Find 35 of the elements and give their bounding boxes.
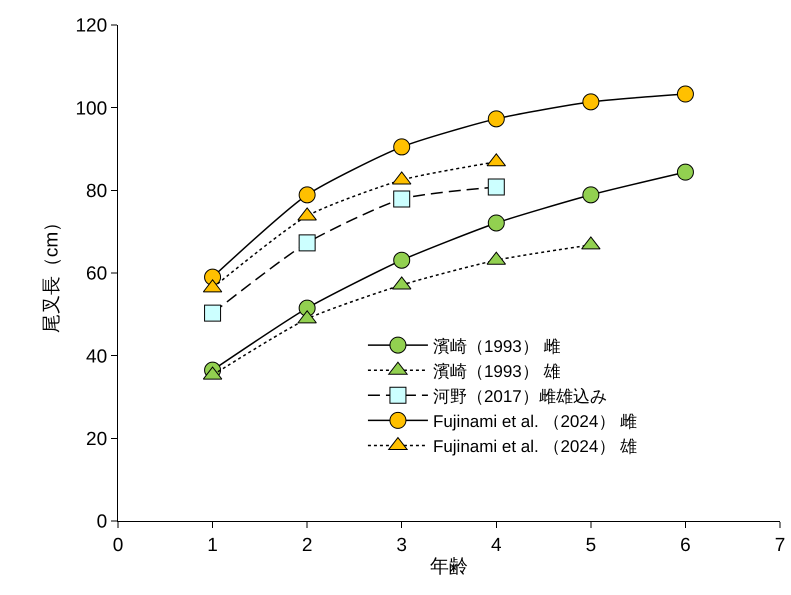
y-tick-label: 80 [86, 180, 108, 202]
legend-label: 濱崎（1993） 雄 [432, 362, 560, 381]
legend-label: Fujinami et al. （2024） 雌 [432, 412, 638, 432]
point [298, 234, 316, 252]
point [298, 186, 316, 204]
y-axis-title: 尾叉長（cm） [41, 212, 62, 334]
point [582, 93, 600, 110]
point [676, 164, 694, 181]
x-tick-label: 5 [586, 534, 596, 556]
x-axis-title: 年齢 [430, 556, 468, 578]
legend-label: 濱崎（1993） 雌 [432, 336, 560, 356]
point [393, 190, 410, 208]
point [488, 214, 505, 232]
x-tick-label: 3 [396, 534, 407, 556]
y-tick-label: 100 [75, 98, 108, 120]
point [582, 186, 600, 204]
y-tick-label: 60 [86, 264, 108, 285]
point [488, 110, 505, 128]
legend-label: 河野（2017）雌雄込み [432, 386, 607, 406]
y-tick-label: 0 [96, 512, 108, 533]
x-tick-label: 0 [112, 534, 124, 556]
point [488, 178, 505, 196]
point [393, 138, 410, 156]
y-tick-label: 120 [75, 16, 108, 37]
point [676, 86, 694, 103]
x-tick-label: 7 [774, 534, 786, 556]
x-tick-label: 4 [491, 534, 502, 556]
legend-label: Fujinami et al. （2024） 雄 [432, 437, 638, 456]
point [393, 252, 410, 269]
x-tick-label: 6 [680, 534, 691, 556]
y-tick-label: 20 [86, 428, 108, 450]
x-tick-label: 2 [302, 534, 312, 556]
point [204, 304, 222, 322]
y-tick-label: 40 [86, 346, 108, 368]
x-tick-label: 1 [207, 534, 218, 556]
